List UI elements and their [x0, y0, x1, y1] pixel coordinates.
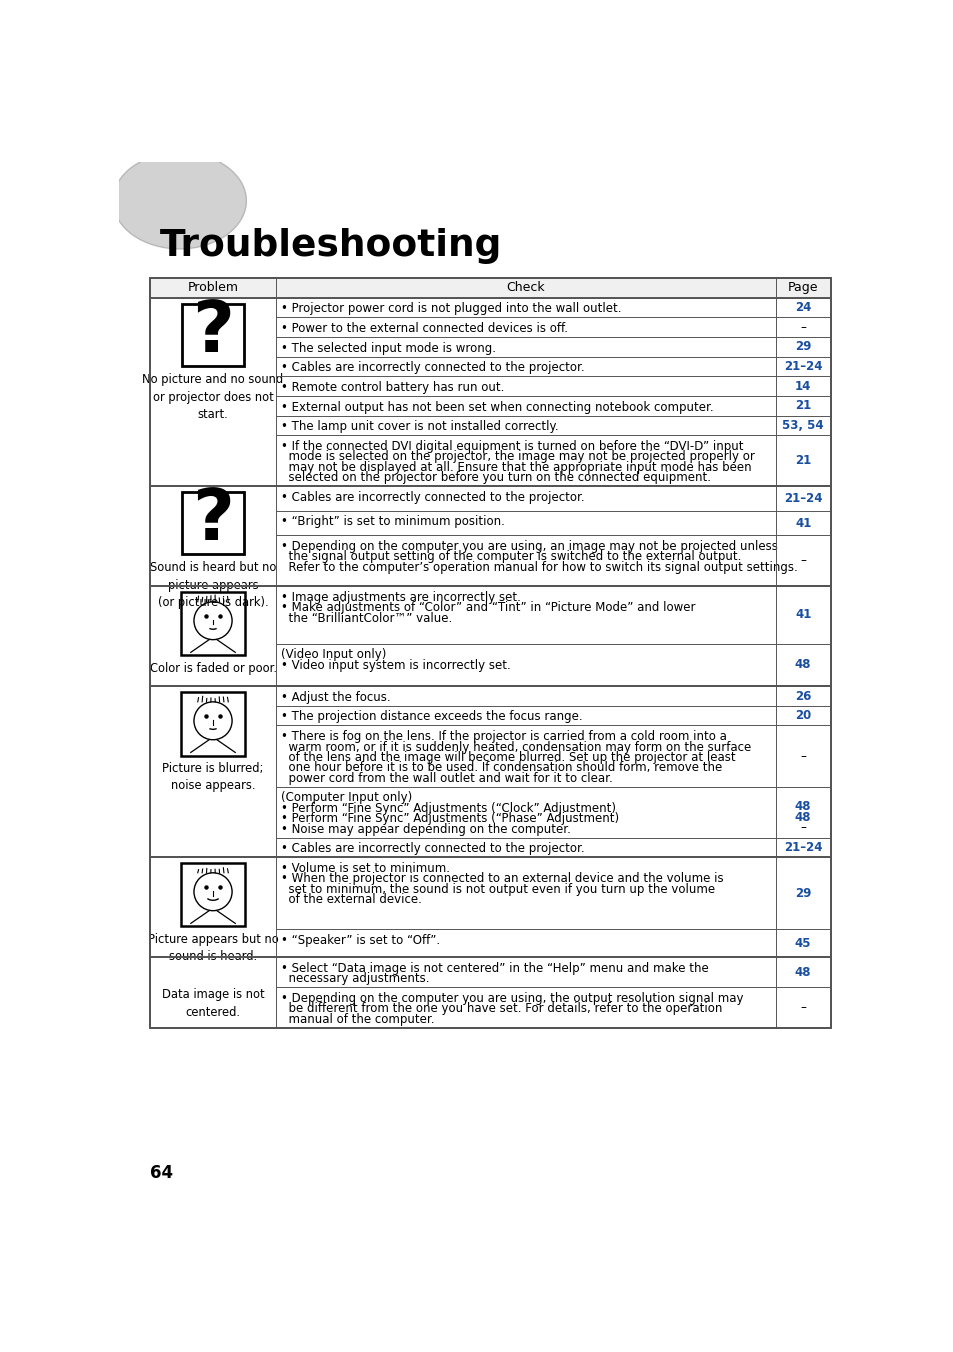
Bar — [182, 304, 244, 365]
Text: Problem: Problem — [188, 281, 238, 295]
Text: 53, 54: 53, 54 — [781, 419, 823, 431]
Text: –: – — [800, 749, 805, 763]
Text: selected on the projector before you turn on the connected equipment.: selected on the projector before you tur… — [281, 470, 711, 484]
Text: one hour before it is to be used. If condensation should form, remove the: one hour before it is to be used. If con… — [281, 761, 721, 775]
Bar — [150, 277, 830, 297]
Text: of the lens and the image will become blurred. Set up the projector at least: of the lens and the image will become bl… — [281, 750, 735, 764]
Ellipse shape — [113, 153, 246, 249]
Bar — [182, 492, 244, 554]
Text: Picture is blurred;
noise appears.: Picture is blurred; noise appears. — [162, 761, 263, 792]
Text: –: – — [800, 320, 805, 334]
Text: 20: 20 — [794, 710, 810, 722]
Text: • Cables are incorrectly connected to the projector.: • Cables are incorrectly connected to th… — [281, 842, 584, 856]
Text: necessary adjustments.: necessary adjustments. — [281, 972, 429, 986]
Text: ?: ? — [192, 297, 233, 366]
Text: • Perform “Fine Sync” Adjustments (“Phase” Adjustment): • Perform “Fine Sync” Adjustments (“Phas… — [281, 813, 618, 825]
Text: 48: 48 — [794, 811, 811, 823]
Text: warm room, or if it is suddenly heated, condensation may form on the surface: warm room, or if it is suddenly heated, … — [281, 741, 751, 753]
Text: • Depending on the computer you are using, an image may not be projected unless: • Depending on the computer you are usin… — [281, 539, 778, 553]
Text: 21–24: 21–24 — [783, 492, 821, 504]
Text: • External output has not been set when connecting notebook computer.: • External output has not been set when … — [281, 400, 713, 414]
Text: • Image adjustments are incorrectly set.: • Image adjustments are incorrectly set. — [281, 591, 520, 604]
Text: • Make adjustments of “Color” and “Tint” in “Picture Mode” and lower: • Make adjustments of “Color” and “Tint”… — [281, 602, 695, 614]
Text: –: – — [800, 554, 805, 568]
Text: may not be displayed at all. Ensure that the appropriate input mode has been: may not be displayed at all. Ensure that… — [281, 461, 751, 473]
Text: • Power to the external connected devices is off.: • Power to the external connected device… — [281, 322, 568, 335]
Text: 48: 48 — [794, 658, 811, 672]
Text: mode is selected on the projector, the image may not be projected properly or: mode is selected on the projector, the i… — [281, 450, 755, 464]
Bar — [181, 692, 245, 756]
Text: (Video Input only): (Video Input only) — [281, 648, 386, 661]
Text: • “Bright” is set to minimum position.: • “Bright” is set to minimum position. — [281, 515, 504, 529]
Text: • The projection distance exceeds the focus range.: • The projection distance exceeds the fo… — [281, 711, 582, 723]
Bar — [181, 864, 245, 926]
Text: 29: 29 — [794, 341, 810, 353]
Text: • Cables are incorrectly connected to the projector.: • Cables are incorrectly connected to th… — [281, 491, 584, 504]
Text: • Perform “Fine Sync” Adjustments (“Clock” Adjustment): • Perform “Fine Sync” Adjustments (“Cloc… — [281, 802, 616, 815]
Text: • Video input system is incorrectly set.: • Video input system is incorrectly set. — [281, 658, 511, 672]
Text: • The lamp unit cover is not installed correctly.: • The lamp unit cover is not installed c… — [281, 420, 558, 433]
Text: • The selected input mode is wrong.: • The selected input mode is wrong. — [281, 342, 496, 354]
Text: 29: 29 — [794, 887, 810, 900]
Text: be different from the one you have set. For details, refer to the operation: be different from the one you have set. … — [281, 1002, 721, 1015]
Text: manual of the computer.: manual of the computer. — [281, 1013, 435, 1026]
Text: • Adjust the focus.: • Adjust the focus. — [281, 691, 391, 704]
Text: • When the projector is connected to an external device and the volume is: • When the projector is connected to an … — [281, 872, 723, 886]
Text: –: – — [800, 821, 805, 834]
Text: 41: 41 — [794, 516, 810, 530]
Bar — [150, 277, 830, 1028]
Text: the signal output setting of the computer is switched to the external output.: the signal output setting of the compute… — [281, 550, 740, 564]
Text: • Cables are incorrectly connected to the projector.: • Cables are incorrectly connected to th… — [281, 361, 584, 375]
Text: 41: 41 — [794, 608, 810, 622]
Text: (Computer Input only): (Computer Input only) — [281, 791, 412, 804]
Text: 48: 48 — [794, 965, 811, 979]
Text: • Depending on the computer you are using, the output resolution signal may: • Depending on the computer you are usin… — [281, 992, 743, 1005]
Text: Refer to the computer’s operation manual for how to switch its signal output set: Refer to the computer’s operation manual… — [281, 561, 797, 573]
Text: 14: 14 — [794, 380, 810, 392]
Text: Data image is not
centered.: Data image is not centered. — [162, 988, 264, 1018]
Text: • “Speaker” is set to “Off”.: • “Speaker” is set to “Off”. — [281, 934, 440, 946]
Text: Troubleshooting: Troubleshooting — [159, 227, 501, 264]
Text: Check: Check — [506, 281, 544, 295]
Text: ?: ? — [192, 487, 233, 556]
Text: • Volume is set to minimum.: • Volume is set to minimum. — [281, 861, 450, 875]
Text: power cord from the wall outlet and wait for it to clear.: power cord from the wall outlet and wait… — [281, 772, 613, 784]
Text: –: – — [800, 1000, 805, 1014]
Text: • Projector power cord is not plugged into the wall outlet.: • Projector power cord is not plugged in… — [281, 303, 621, 315]
Text: Page: Page — [787, 281, 818, 295]
Text: Color is faded or poor.: Color is faded or poor. — [150, 661, 276, 675]
Text: 21–24: 21–24 — [783, 841, 821, 854]
Text: Sound is heard but no
picture appears
(or picture is dark).: Sound is heard but no picture appears (o… — [150, 561, 276, 610]
Text: • If the connected DVI digital equipment is turned on before the “DVI-D” input: • If the connected DVI digital equipment… — [281, 439, 743, 453]
Text: 21–24: 21–24 — [783, 360, 821, 373]
Text: 64: 64 — [150, 1164, 173, 1182]
Text: of the external device.: of the external device. — [281, 892, 421, 906]
Text: • Noise may appear depending on the computer.: • Noise may appear depending on the comp… — [281, 822, 571, 836]
Bar — [181, 592, 245, 656]
Text: No picture and no sound
or projector does not
start.: No picture and no sound or projector doe… — [142, 373, 283, 422]
Text: 21: 21 — [794, 399, 810, 412]
Text: set to minimum, the sound is not output even if you turn up the volume: set to minimum, the sound is not output … — [281, 883, 715, 895]
Text: • There is fog on the lens. If the projector is carried from a cold room into a: • There is fog on the lens. If the proje… — [281, 730, 726, 744]
Text: 26: 26 — [794, 690, 810, 703]
Text: • Remote control battery has run out.: • Remote control battery has run out. — [281, 381, 504, 393]
Text: Picture appears but no
sound is heard.: Picture appears but no sound is heard. — [148, 933, 278, 963]
Text: the “BrilliantColor™” value.: the “BrilliantColor™” value. — [281, 611, 452, 625]
Text: 24: 24 — [794, 301, 810, 314]
Text: 48: 48 — [794, 800, 811, 814]
Text: • Select “Data image is not centered” in the “Help” menu and make the: • Select “Data image is not centered” in… — [281, 961, 708, 975]
Text: 21: 21 — [794, 454, 810, 466]
Text: 45: 45 — [794, 937, 811, 950]
